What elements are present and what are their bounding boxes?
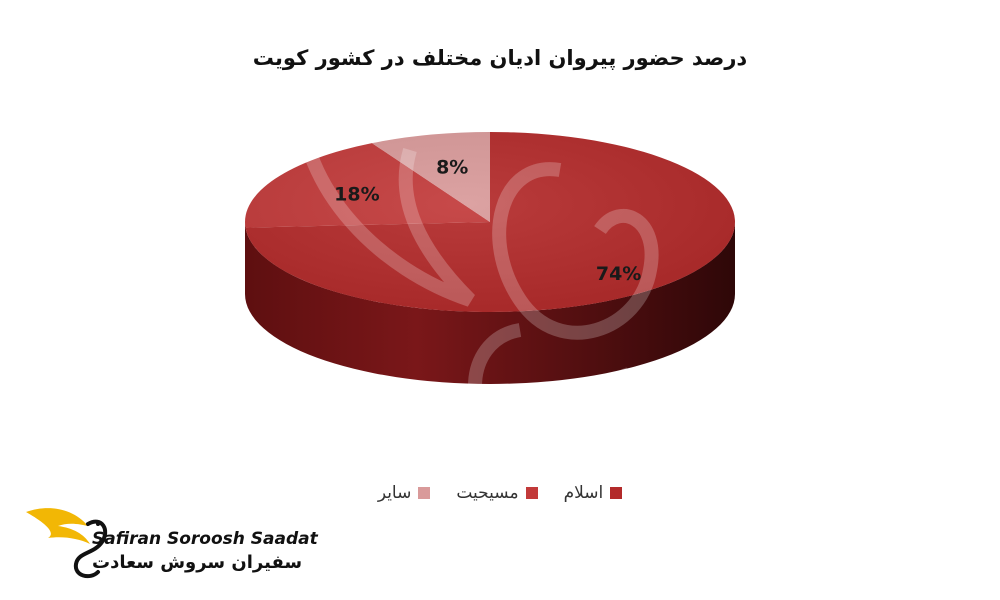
watermark-bird-icon: [293, 94, 659, 462]
pie-side-face: [245, 222, 735, 384]
pie-slice-label-3: 8%: [436, 156, 468, 178]
pie-slice-label-2: 18%: [334, 184, 379, 206]
chart-legend: اسلام مسیحیت سایر: [0, 483, 1000, 503]
pie-top-shading: [245, 132, 735, 312]
brand-logo-icon: [26, 508, 108, 579]
chart-title: درصد حضور پیروان ادیان مختلف در کشور کوی…: [252, 46, 748, 70]
legend-item-3: سایر: [378, 483, 431, 503]
legend-swatch: [610, 487, 623, 499]
legend-item-1: اسلام: [564, 483, 623, 503]
legend-swatch: [525, 487, 538, 499]
pie-side-wall: [245, 222, 735, 384]
legend-item-2: مسیحیت: [456, 483, 538, 503]
pie-top-face: [244, 132, 736, 312]
brand-name-persian: سفیران سروش سعادت: [92, 552, 303, 573]
legend-label: اسلام: [563, 483, 604, 503]
legend-label: مسیحیت: [456, 483, 519, 503]
brand-name-english: Safiran Soroosh Saadat: [92, 529, 318, 549]
legend-label: سایر: [377, 483, 412, 503]
legend-swatch: [418, 487, 431, 499]
pie-slice-label-1: 74%: [596, 263, 641, 285]
